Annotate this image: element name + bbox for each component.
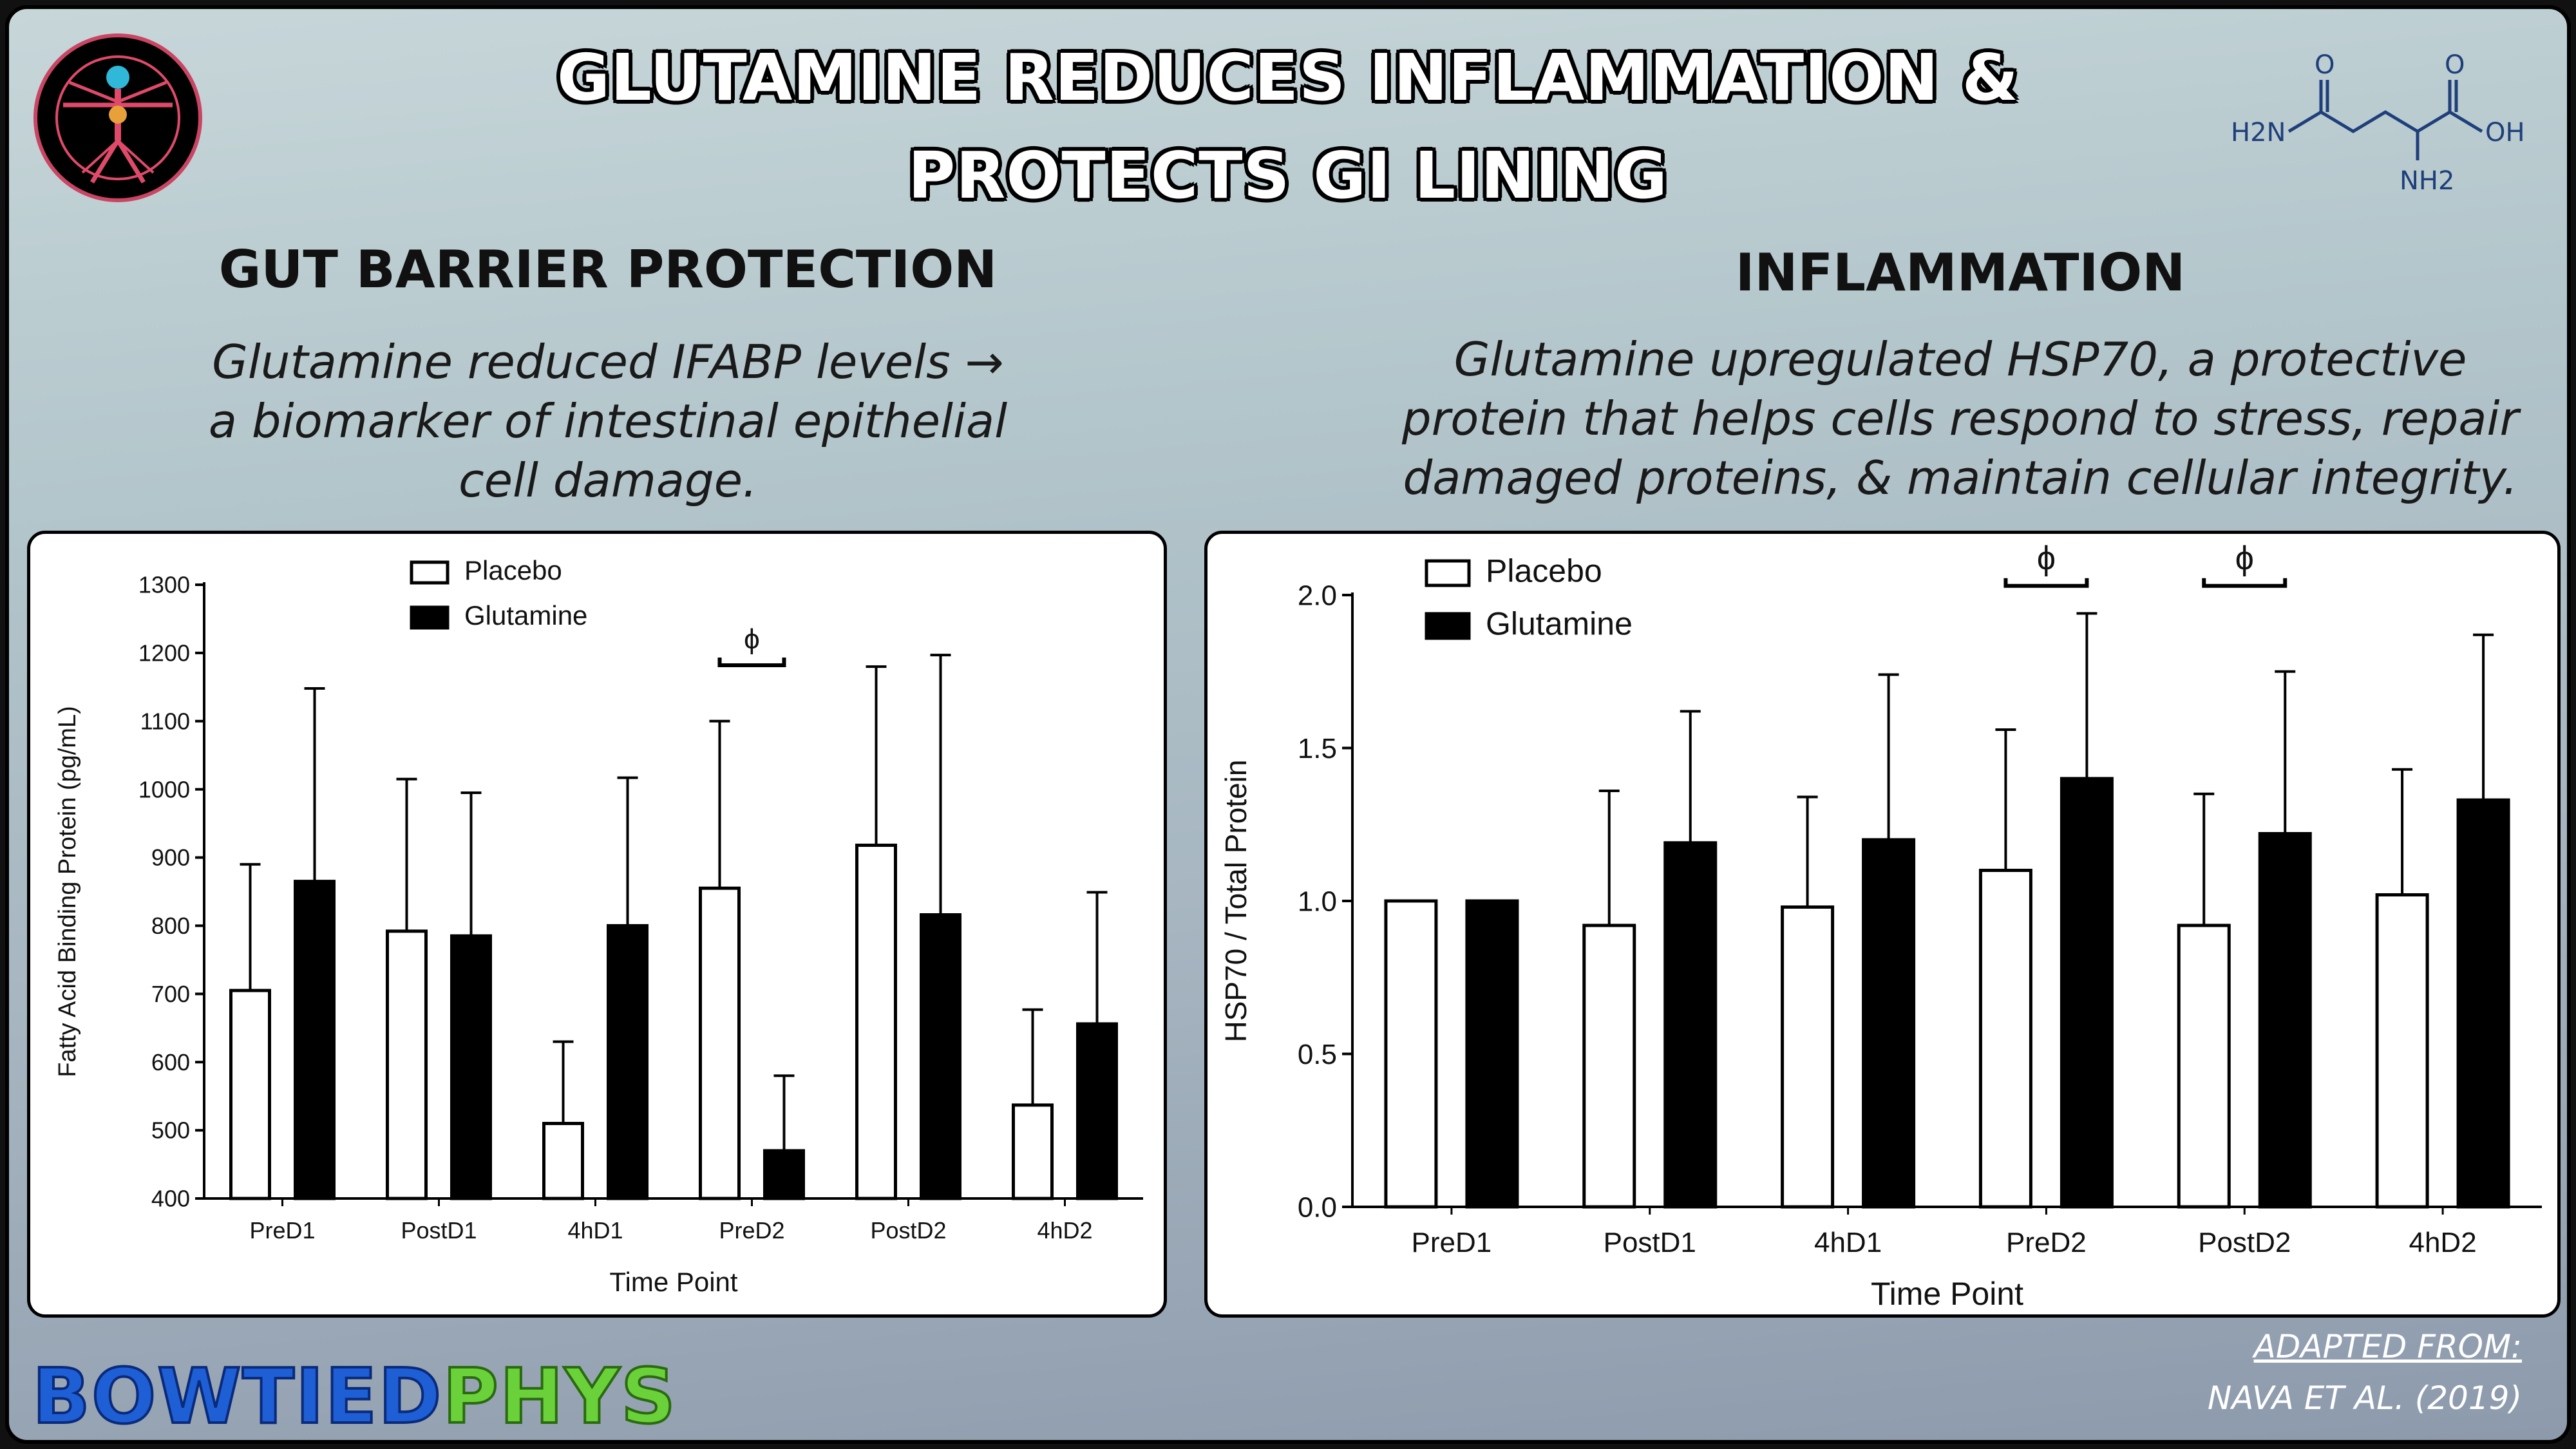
legend-swatch-placebo [410,560,450,585]
legend-label-placebo: Placebo [1486,553,1602,589]
placebo-bar-pred2 [699,886,741,1200]
placebo-bar-postd2 [2177,923,2231,1209]
x-tick-label: PostD2 [870,1217,946,1244]
main-title-line-2: PROTECTS GI LINING [908,138,1668,213]
y-tick-label: 700 [151,981,190,1007]
infographic-frame: GLUTAMINE REDUCES INFLAMMATION & PROTECT… [5,5,2571,1444]
x-tick-label: 4hD1 [567,1217,623,1244]
x-tick-label: PreD1 [249,1217,315,1244]
hsp70-chart-panel: 0.0 0.5 1.0 1.5 2.0 PreD1 PostD1 4hD1 PreD2 PostD… [1204,531,2561,1318]
y-tick-label: 500 [151,1117,190,1144]
y-tick-label: 1200 [138,639,190,666]
atom-o-label: O [2445,50,2465,80]
legend-label-glutamine: Glutamine [464,600,587,630]
glutamine-bar-pred1 [1465,899,1519,1209]
inflammation-desc-line: protein that helps cells respond to stre… [1401,392,2519,446]
gut-barrier-description: Glutamine reduced IFABP levels → a bioma… [35,332,1181,510]
glutamine-bar-postd1 [450,934,492,1200]
significance-symbol: ϕ [744,623,760,655]
x-tick-label: PostD1 [1604,1227,1696,1258]
y-tick-label: 400 [151,1186,190,1212]
x-tick-label: PostD2 [2198,1227,2291,1258]
vitruvian-figure-icon [55,55,180,184]
y-tick-label: 1100 [140,708,190,734]
x-tick-label: 4hD2 [2409,1227,2476,1258]
placebo-bar-4hd2 [2375,893,2429,1209]
hsp70-bar-chart: 0.0 0.5 1.0 1.5 2.0 PreD1 PostD1 4hD1 PreD2 PostD… [1219,540,2542,1312]
y-tick-label: 1000 [138,776,190,802]
y-axis-title: Fatty Acid Binding Protein (pg/mL) [54,706,81,1077]
x-axis-title: Time Point [1871,1276,2023,1312]
glutamine-molecule-icon: O O H2N OH NH2 [2231,50,2525,196]
y-tick-label: 1300 [138,572,190,598]
glutamine-bar-4hd1 [1862,838,1916,1209]
atom-oh-label: OH [2485,118,2525,147]
y-tick-label: 2.0 [1298,580,1337,611]
x-tick-label: PreD1 [1412,1227,1492,1258]
y-tick-label: 600 [151,1049,190,1075]
gut-barrier-desc-line: a biomarker of intestinal epithelial [208,394,1008,448]
atom-h2n-label: H2N [2231,118,2286,147]
y-axis-title: HSP70 / Total Protein [1219,760,1253,1043]
inflammation-desc-line: damaged proteins, & maintain cellular in… [1403,451,2518,505]
glutamine-bar-postd2 [2258,832,2312,1209]
glutamine-bar-4hd2 [2456,798,2510,1209]
gut-barrier-desc-line: Glutamine reduced IFABP levels → [212,335,1004,389]
x-tick-label: PostD1 [401,1217,477,1244]
atom-o-label: O [2315,50,2334,80]
x-axis-title: Time Point [609,1267,738,1297]
placebo-bar-pred1 [1384,899,1438,1209]
y-tick-label: 800 [151,913,190,939]
gut-barrier-title: GUT BARRIER PROTECTION [218,240,998,299]
x-tick-label: 4hD1 [1814,1227,1882,1258]
glutamine-bar-4hd2 [1076,1022,1118,1200]
y-tick-label: 1.0 [1298,886,1337,917]
legend-label-placebo: Placebo [464,555,562,585]
placebo-bar-postd2 [855,843,897,1200]
significance-bracket [2202,578,2287,588]
main-title-line-1: GLUTAMINE REDUCES INFLAMMATION & [557,40,2019,115]
y-tick-label: 900 [151,844,190,871]
glutamine-bar-postd1 [1663,841,1718,1209]
placebo-bar-pred2 [1978,869,2032,1209]
credit-citation: NAVA ET AL. (2019) [2207,1379,2522,1417]
placebo-bar-pred1 [229,989,271,1200]
placebo-bar-4hd1 [1781,905,1835,1209]
x-tick-label: PreD2 [719,1217,784,1244]
inflammation-title: INFLAMMATION [1735,243,2186,303]
y-tick-label: 1.5 [1298,733,1337,764]
significance-symbol: ϕ [2037,540,2056,577]
placebo-bar-postd1 [386,929,428,1200]
legend-swatch-glutamine [1425,612,1471,640]
inflammation-description: Glutamine upregulated HSP70, a protectiv… [1323,330,2567,507]
significance-bracket [2003,578,2089,588]
glutamine-bar-pred2 [763,1149,805,1200]
y-tick-label: 0.5 [1298,1039,1337,1070]
x-tick-label: PreD2 [2006,1227,2087,1258]
gut-barrier-desc-line: cell damage. [459,453,757,507]
inflammation-desc-line: Glutamine upregulated HSP70, a protectiv… [1454,332,2467,386]
significance-bracket [717,657,786,667]
legend-swatch-placebo [1425,559,1471,587]
glutamine-bar-postd2 [920,913,961,1200]
atom-nh2-label: NH2 [2400,166,2454,196]
significance-symbol: ϕ [2235,540,2254,577]
ifabp-bar-chart: 400 500 600 700 800 900 1000 1100 1200 1300 PreD1 P… [54,555,1143,1297]
legend-label-glutamine: Glutamine [1486,605,1633,641]
brand-part-1: BOWTIED [31,1350,443,1441]
placebo-bar-postd1 [1582,923,1636,1209]
glutamine-bar-4hd1 [607,923,649,1200]
ifabp-chart-panel: 400 500 600 700 800 900 1000 1100 1200 1300 PreD1 P… [27,531,1167,1318]
vitruvian-logo-icon [33,33,202,202]
y-tick-label: 0.0 [1298,1191,1337,1223]
credit-adapted-from: ADAPTED FROM: [2253,1328,2522,1365]
glutamine-bar-pred1 [294,880,336,1200]
placebo-bar-4hd1 [542,1122,584,1200]
bowtiedphys-logo: BOWTIEDPHYS [31,1350,677,1441]
placebo-bar-4hd2 [1012,1103,1054,1200]
glutamine-bar-pred2 [2060,777,2114,1209]
x-tick-label: 4hD2 [1037,1217,1092,1244]
legend-swatch-glutamine [410,605,450,630]
brand-part-2: PHYS [441,1350,677,1441]
